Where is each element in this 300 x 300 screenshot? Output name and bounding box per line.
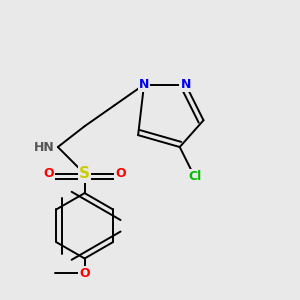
- Text: HN: HN: [34, 140, 55, 154]
- Text: N: N: [139, 78, 149, 91]
- Text: S: S: [79, 166, 90, 181]
- Text: N: N: [181, 78, 191, 91]
- Text: Cl: Cl: [188, 170, 201, 183]
- Text: O: O: [115, 167, 126, 180]
- Text: O: O: [44, 167, 54, 180]
- Text: O: O: [79, 267, 90, 280]
